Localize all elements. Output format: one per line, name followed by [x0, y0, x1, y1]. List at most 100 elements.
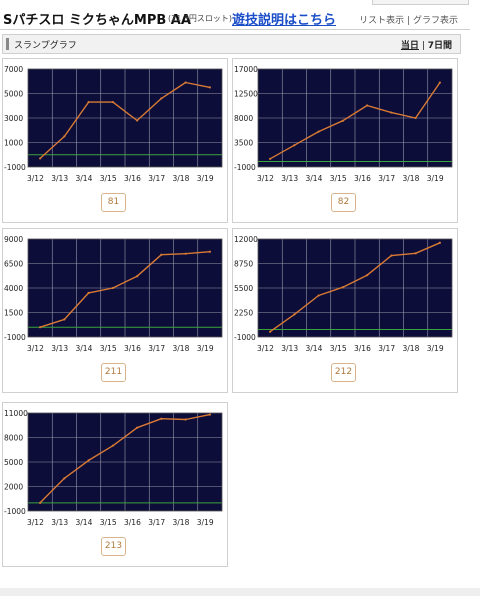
x-tick-label: 3/14	[76, 344, 93, 353]
data-point	[136, 426, 139, 429]
y-tick-label: 1500	[4, 309, 23, 318]
data-point	[160, 417, 163, 420]
x-tick-label: 3/19	[427, 174, 444, 183]
period-switch: 当日 | 7日間	[401, 38, 452, 51]
machine-number-badge[interactable]: 212	[331, 363, 356, 382]
y-tick-label: 1000	[4, 139, 23, 148]
data-point	[317, 294, 320, 297]
series-line	[39, 413, 211, 504]
x-tick-label: 3/13	[51, 174, 68, 183]
period-7days-link[interactable]: 7日間	[427, 41, 452, 51]
y-tick-label: 8750	[234, 260, 253, 269]
x-tick-label: 3/17	[148, 174, 165, 183]
y-tick-label: 8000	[4, 434, 23, 443]
plot-border	[27, 412, 223, 512]
x-tick-label: 3/12	[27, 344, 44, 353]
data-point	[63, 318, 66, 321]
view-switch: リスト表示 | グラフ表示	[359, 13, 458, 26]
graph-view-link[interactable]: グラフ表示	[412, 16, 458, 26]
data-point	[184, 252, 187, 255]
x-tick-label: 3/12	[27, 518, 44, 527]
series-line	[269, 242, 441, 333]
list-view-link[interactable]: リスト表示	[359, 16, 405, 26]
machine-number-badge[interactable]: 213	[101, 537, 126, 556]
machine-number-badge[interactable]: 81	[101, 193, 126, 212]
y-tick-label: 5000	[4, 90, 23, 99]
data-point	[87, 459, 90, 462]
graph-card-81: 7000 5000 3000 1000 -1000 3/12 3/13 3/14 3/15 3/1…	[2, 58, 228, 223]
data-point	[390, 254, 393, 257]
data-point	[341, 286, 344, 289]
x-tick-label: 3/19	[197, 174, 214, 183]
series-line	[269, 82, 441, 160]
x-tick-label: 3/18	[173, 344, 190, 353]
data-point	[87, 100, 90, 104]
series-line	[39, 81, 211, 159]
data-point	[63, 477, 66, 480]
y-tick-label: 17000	[234, 65, 258, 74]
period-today-link[interactable]: 当日	[400, 41, 419, 51]
data-point	[136, 275, 139, 278]
x-tick-label: 3/19	[197, 344, 214, 353]
plot-border	[257, 238, 453, 338]
howto-link[interactable]: 遊技説明はこちら	[232, 13, 337, 28]
graph-card-213: 11000 8000 5000 2000 -1000 3/12 3/13 3/14 3/15 3/…	[2, 402, 228, 567]
x-tick-label: 3/17	[148, 518, 165, 527]
data-point	[87, 291, 90, 294]
plot-border	[257, 68, 453, 168]
header-divider	[0, 29, 470, 30]
data-point	[136, 119, 139, 122]
data-point	[184, 418, 187, 421]
x-tick-label: 3/16	[124, 174, 141, 183]
data-point	[414, 116, 417, 120]
y-tick-label: 4000	[4, 284, 23, 293]
data-point	[208, 413, 211, 416]
x-tick-label: 3/13	[51, 518, 68, 527]
y-tick-label: 12000	[234, 235, 258, 244]
top-tab-stub	[372, 0, 469, 5]
y-tick-label: 5000	[4, 458, 23, 467]
x-tick-label: 3/18	[173, 174, 190, 183]
y-tick-label: -1000	[4, 333, 26, 342]
graph-card-211: 9000 6500 4000 1500 -1000 3/12 3/13 3/14 3/15 3/1…	[2, 228, 228, 393]
x-tick-label: 3/14	[76, 174, 93, 183]
data-point	[293, 144, 296, 147]
machine-number-badge[interactable]: 82	[331, 193, 356, 212]
data-point	[160, 253, 163, 256]
x-tick-label: 3/15	[100, 518, 117, 527]
data-point	[208, 250, 211, 253]
x-tick-label: 3/19	[197, 518, 214, 527]
section-title: スランプグラフ	[14, 41, 77, 51]
data-point	[293, 313, 296, 316]
view-separator: |	[407, 16, 411, 26]
page-footer	[0, 588, 480, 596]
data-point	[111, 100, 114, 104]
x-tick-label: 3/15	[330, 174, 347, 183]
plot-border	[27, 238, 223, 338]
data-point	[39, 326, 42, 329]
y-tick-label: 7000	[4, 65, 23, 74]
y-tick-label: 8000	[234, 114, 253, 123]
data-point	[111, 444, 114, 447]
data-point	[366, 274, 369, 277]
series-line	[39, 251, 210, 328]
data-point	[111, 286, 114, 290]
data-point	[414, 252, 417, 255]
data-point	[438, 81, 441, 84]
x-tick-label: 3/16	[354, 344, 371, 353]
x-tick-label: 3/17	[378, 174, 395, 183]
machine-number-badge[interactable]: 211	[101, 363, 126, 382]
x-tick-label: 3/14	[76, 518, 93, 527]
data-point	[184, 81, 187, 84]
y-tick-label: 5500	[234, 284, 253, 293]
y-tick-label: -1000	[234, 333, 256, 342]
y-tick-label: 3500	[234, 139, 253, 148]
data-point	[269, 330, 272, 333]
x-tick-label: 3/17	[148, 344, 165, 353]
x-tick-label: 3/19	[427, 344, 444, 353]
y-tick-label: 9000	[4, 235, 23, 244]
